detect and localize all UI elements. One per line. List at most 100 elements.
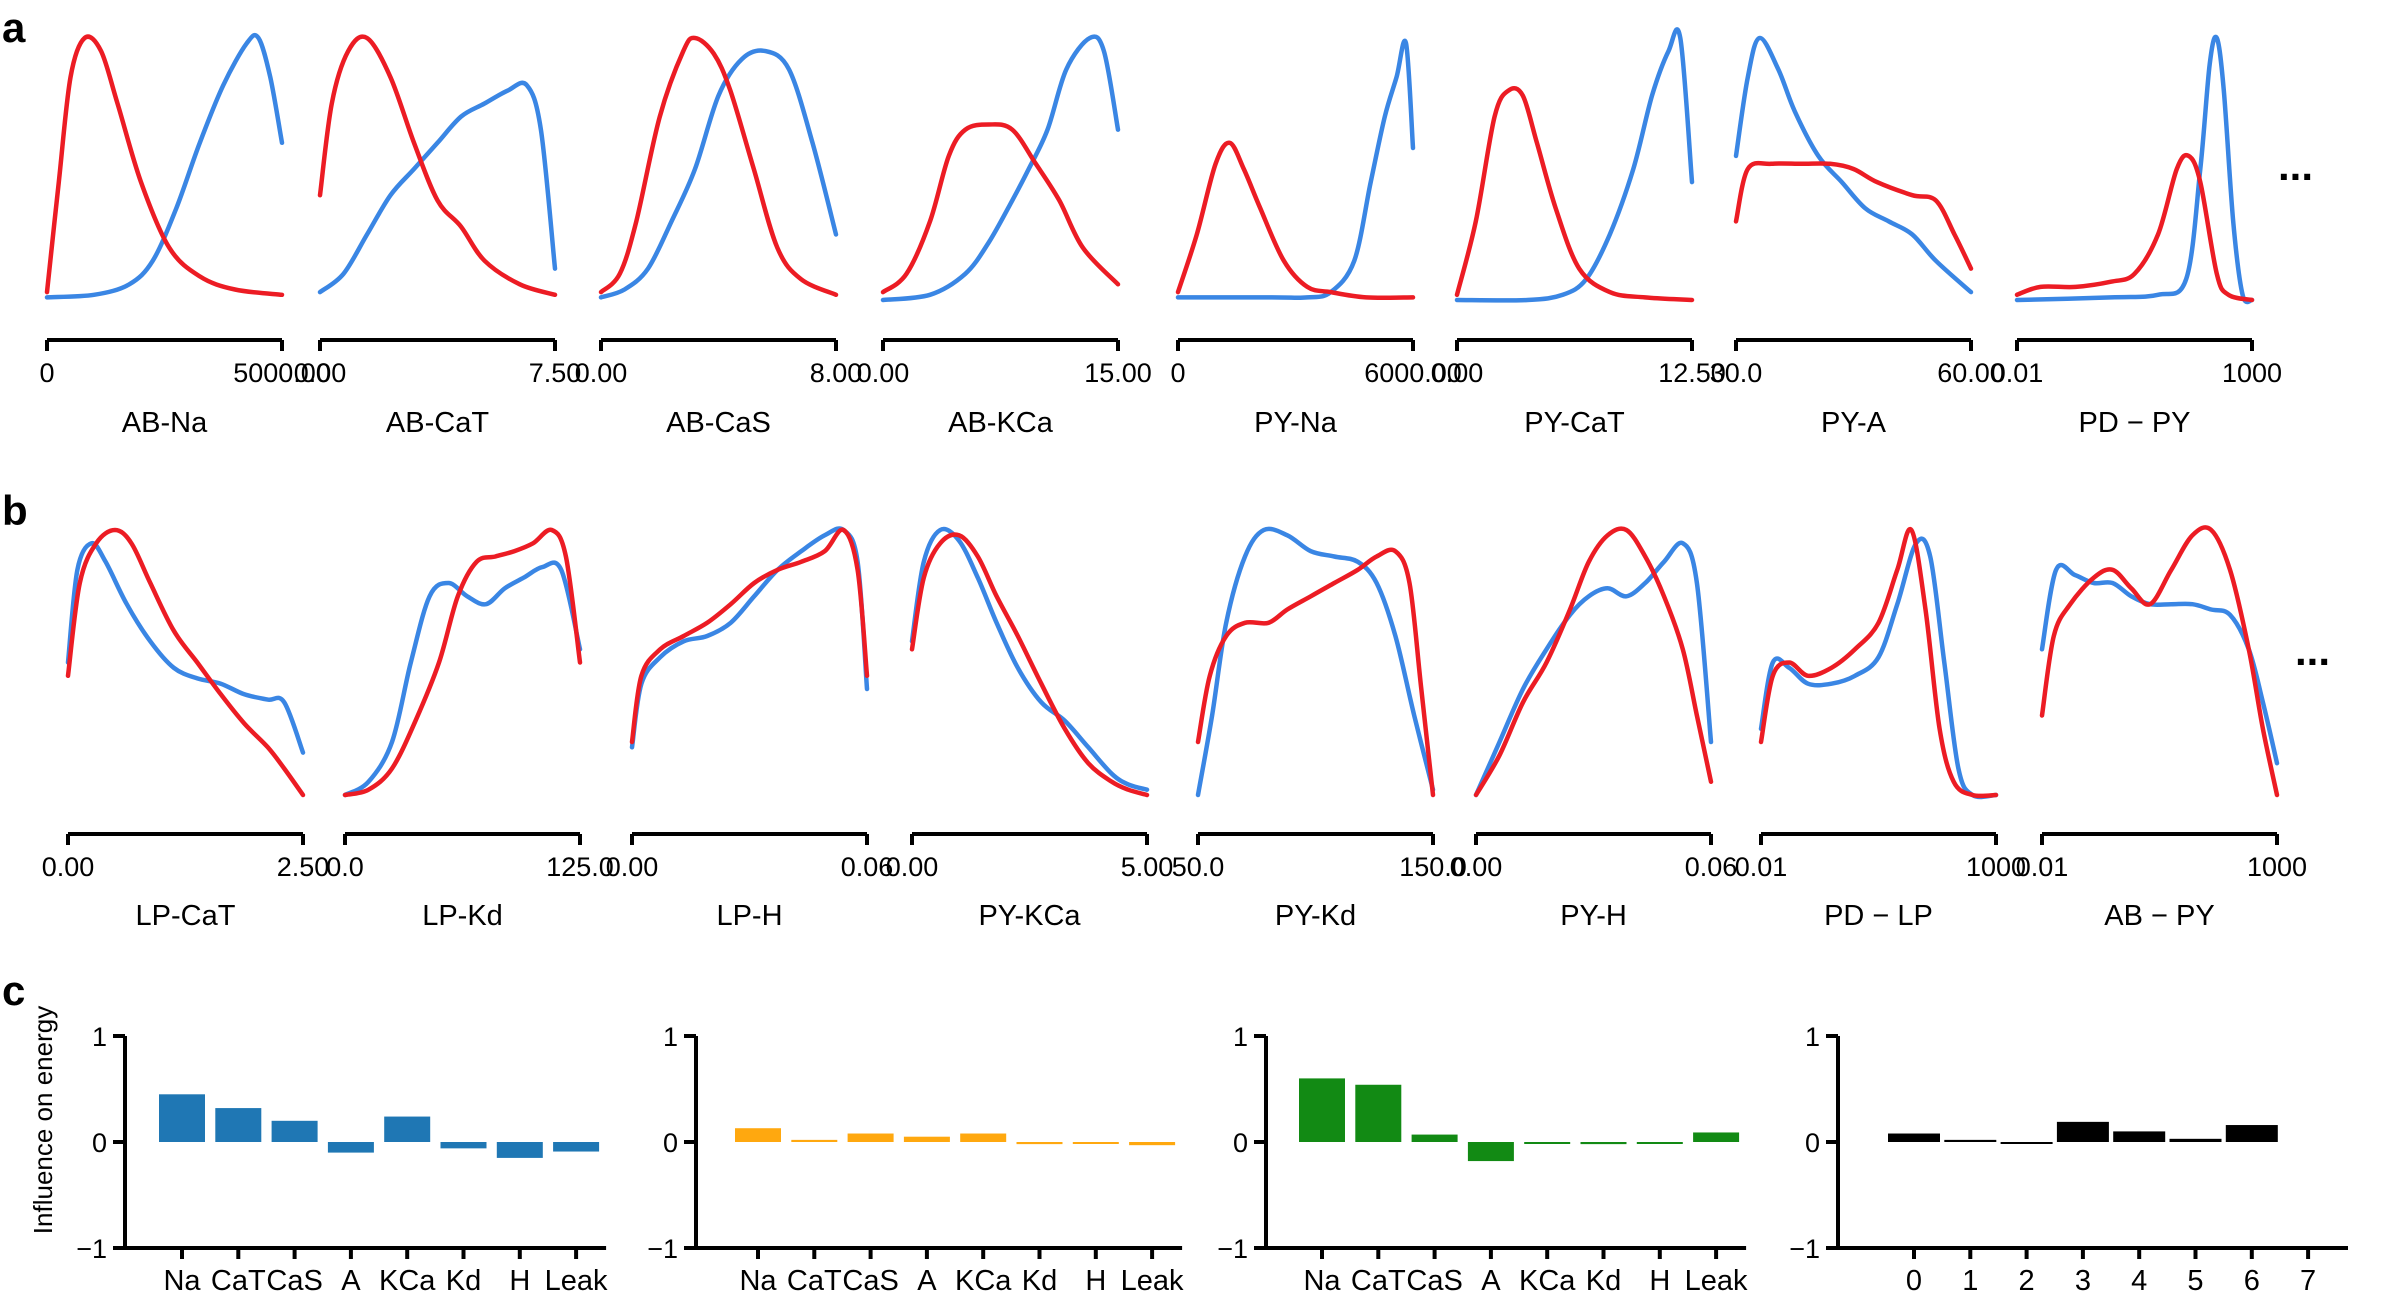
- x-tick-label: 15.00: [1084, 358, 1152, 388]
- bar: [2225, 1125, 2278, 1142]
- bar: [1580, 1142, 1627, 1145]
- x-tick-label: 30.0: [1710, 358, 1763, 388]
- bar-chart: 1 0 −1 0 1 2 3 4 5 6 7: [1789, 1022, 2348, 1297]
- bar: [1299, 1078, 1345, 1142]
- density-curve-blue: [317, 80, 558, 295]
- x-tick-label: 2.50: [277, 852, 330, 882]
- bar: [960, 1133, 1007, 1142]
- density-curve-red: [342, 527, 583, 798]
- density-subplot: 0.01 1000 PD − PY: [1991, 34, 2282, 439]
- density-curve-red: [1195, 547, 1436, 798]
- bar-chart: 1 0 −1 Na CaT CaS A KCa Kd H Leak: [647, 1022, 1184, 1297]
- more-ellipsis-a: ...: [2278, 142, 2313, 189]
- parameter-label: PY-CaT: [1524, 407, 1625, 439]
- density-curve-blue: [65, 541, 306, 755]
- x-tick-label: 60.00: [1937, 358, 2005, 388]
- x-tick-label: 6: [2244, 1265, 2260, 1297]
- y-tick-label: 1: [1233, 1022, 1248, 1052]
- density-subplot: 30.0 60.00 PY-A: [1710, 35, 2005, 439]
- bar: [1016, 1142, 1063, 1145]
- x-tick-label: Leak: [1121, 1265, 1184, 1297]
- panel-label-c: c: [2, 967, 25, 1014]
- parameter-label: AB-KCa: [948, 407, 1054, 439]
- density-curve-blue: [1175, 38, 1416, 301]
- y-tick-label: −1: [1217, 1234, 1248, 1264]
- x-tick-label: 7: [2300, 1265, 2316, 1297]
- x-tick-label: 0.00: [42, 852, 95, 882]
- parameter-label: AB-CaT: [386, 407, 489, 439]
- x-tick-label: 5.00: [1121, 852, 1174, 882]
- bar: [1129, 1142, 1176, 1146]
- bar: [384, 1116, 431, 1142]
- x-tick-label: 0.00: [1431, 358, 1484, 388]
- x-tick-label: H: [1085, 1265, 1106, 1297]
- density-curve-red: [317, 34, 558, 298]
- bar-chart: 1 0 −1 Na CaT CaS A KCa Kd H Leak: [1217, 1022, 1748, 1297]
- x-tick-label: 7.50: [529, 358, 582, 388]
- bar: [159, 1094, 205, 1142]
- x-tick-label: 0.00: [886, 852, 939, 882]
- x-tick-label: 0.0: [326, 852, 364, 882]
- x-tick-label: KCa: [379, 1265, 436, 1297]
- x-tick-label: 12.50: [1658, 358, 1726, 388]
- density-subplot: 0.00 8.00 AB-CaS: [575, 35, 862, 439]
- bar: [791, 1139, 838, 1142]
- x-tick-label: 0: [39, 358, 54, 388]
- density-curve-blue: [629, 526, 870, 750]
- density-curve-blue: [44, 32, 285, 300]
- parameter-label: PY-A: [1821, 407, 1887, 439]
- x-tick-label: Kd: [1022, 1265, 1057, 1297]
- x-tick-label: 2: [2019, 1265, 2035, 1297]
- bar: [215, 1108, 262, 1142]
- x-tick-label: Na: [163, 1265, 201, 1297]
- x-tick-label: 0.00: [294, 358, 347, 388]
- parameter-label: PY-KCa: [978, 900, 1081, 932]
- density-subplot: 0.00 0.06 LP-H: [606, 526, 893, 932]
- y-tick-label: −1: [647, 1234, 678, 1264]
- density-subplot: 0.00 15.00 AB-KCa: [857, 34, 1152, 439]
- density-curve-blue: [880, 34, 1121, 303]
- density-curve-blue: [342, 560, 583, 798]
- x-tick-label: Na: [1303, 1265, 1341, 1297]
- x-tick-label: 0.00: [1450, 852, 1503, 882]
- density-curve-blue: [909, 526, 1150, 792]
- y-tick-label: 1: [1805, 1022, 1820, 1052]
- density-curve-red: [629, 527, 870, 745]
- panel-label-b: b: [2, 487, 28, 534]
- y-tick-label: 0: [1233, 1128, 1248, 1158]
- density-curve-red: [1454, 85, 1695, 303]
- density-curve-blue: [1473, 540, 1714, 798]
- parameter-label: LP-CaT: [136, 900, 236, 932]
- density-curve-blue: [2014, 34, 2255, 305]
- x-tick-label: CaS: [266, 1265, 322, 1297]
- x-tick-label: 0.01: [1735, 852, 1788, 882]
- bar: [440, 1142, 487, 1149]
- x-tick-label: KCa: [1519, 1265, 1576, 1297]
- parameter-label: LP-H: [716, 900, 782, 932]
- parameter-label: LP-Kd: [422, 900, 503, 932]
- density-subplot: 0.00 0.06 PY-H: [1450, 526, 1737, 932]
- bar: [1355, 1084, 1402, 1142]
- bar: [2169, 1138, 2222, 1142]
- x-tick-label: CaS: [1406, 1265, 1462, 1297]
- density-curve-blue: [1733, 35, 1974, 295]
- bar: [903, 1136, 950, 1142]
- x-tick-label: 5: [2187, 1265, 2203, 1297]
- bar: [735, 1128, 781, 1142]
- y-tick-label: 1: [92, 1022, 107, 1052]
- density-curve-red: [598, 35, 839, 298]
- density-subplot: 0 5000.00 AB-Na: [39, 32, 331, 439]
- bar: [1888, 1133, 1940, 1142]
- x-tick-label: 1000: [1966, 852, 2026, 882]
- x-tick-label: 0.00: [606, 852, 659, 882]
- panel-label-a: a: [2, 4, 26, 51]
- x-tick-label: CaT: [787, 1265, 842, 1297]
- x-tick-label: Na: [739, 1265, 777, 1297]
- x-tick-label: 0.00: [857, 358, 910, 388]
- x-tick-label: H: [509, 1265, 530, 1297]
- y-tick-label: 0: [663, 1128, 678, 1158]
- density-subplot: 0.0 125.0 LP-Kd: [326, 527, 614, 932]
